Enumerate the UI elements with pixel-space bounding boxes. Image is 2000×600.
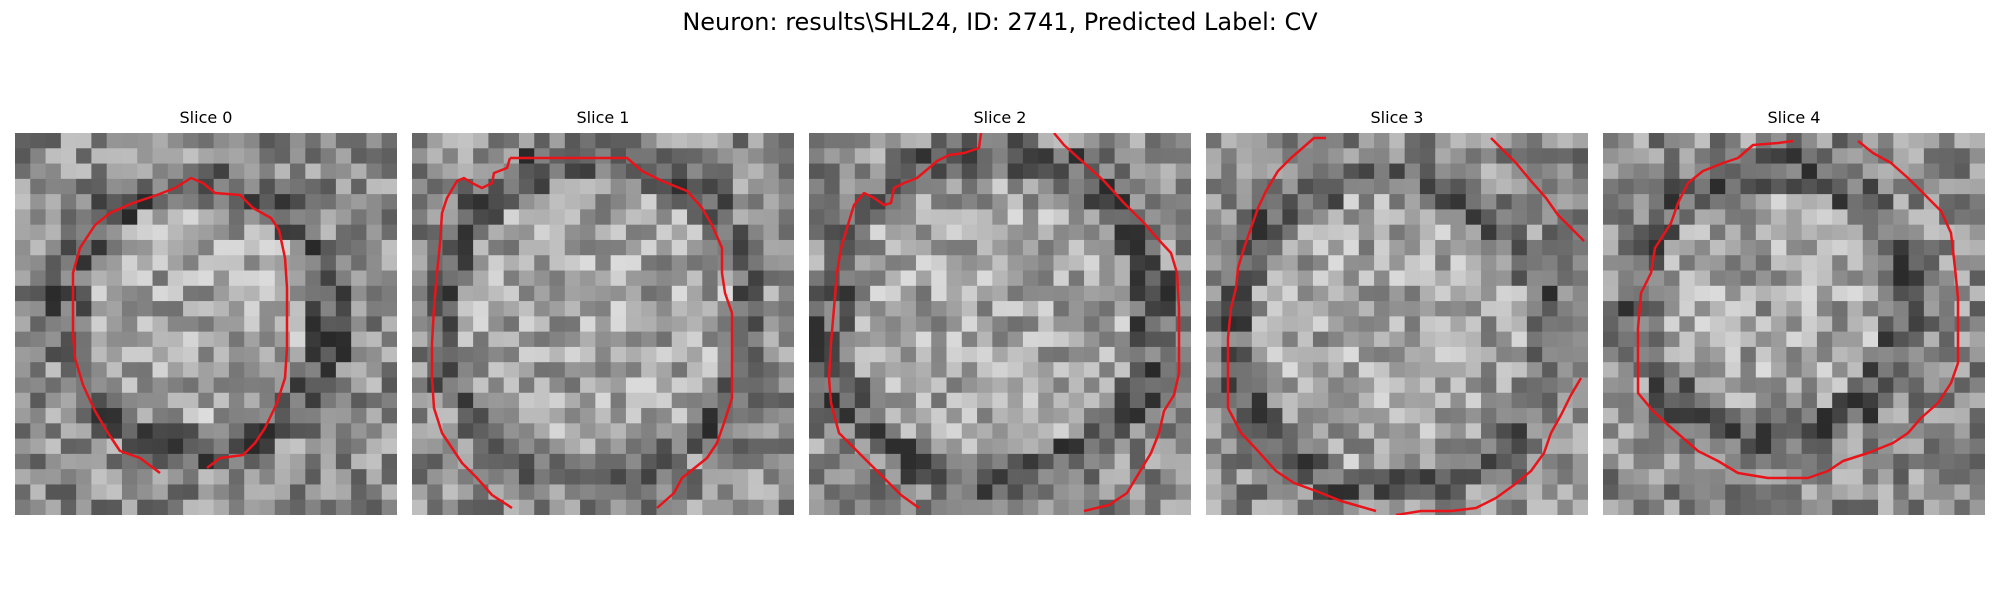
slice-image-0 (15, 133, 397, 515)
slice-panel-2: Slice 2 (809, 108, 1191, 515)
slice-title-0: Slice 0 (179, 108, 233, 127)
slice-image-2 (809, 133, 1191, 515)
slice-panel-1: Slice 1 (412, 108, 794, 515)
segmentation-contour-2 (827, 133, 983, 510)
microscopy-image-1 (412, 133, 794, 515)
slice-image-1 (412, 133, 794, 515)
microscopy-image-0 (15, 133, 397, 515)
segmentation-contour-3 (1226, 136, 1377, 513)
slice-image-3 (1206, 133, 1588, 515)
slice-panel-0: Slice 0 (15, 108, 397, 515)
segmentation-contour-3b (1490, 137, 1585, 242)
segmentation-contour-2b (1053, 133, 1181, 513)
slice-panel-4: Slice 4 (1603, 108, 1985, 515)
slice-image-4 (1603, 133, 1985, 515)
segmentation-contour-4 (1636, 139, 1960, 480)
segmentation-contour-1 (510, 156, 734, 509)
slice-title-1: Slice 1 (576, 108, 630, 127)
slice-title-4: Slice 4 (1767, 108, 1821, 127)
figure-title: Neuron: results\SHL24, ID: 2741, Predict… (682, 8, 1318, 36)
slice-title-3: Slice 3 (1370, 108, 1424, 127)
microscopy-image-4 (1603, 133, 1985, 515)
segmentation-contour-0b (71, 176, 204, 474)
segmentation-contour-1b (430, 157, 513, 510)
microscopy-image-3 (1206, 133, 1588, 515)
segmentation-contour-3c (1395, 377, 1583, 515)
slice-title-2: Slice 2 (973, 108, 1027, 127)
segmentation-contour-0 (202, 182, 289, 469)
microscopy-image-2 (809, 133, 1191, 515)
slice-panel-3: Slice 3 (1206, 108, 1588, 515)
